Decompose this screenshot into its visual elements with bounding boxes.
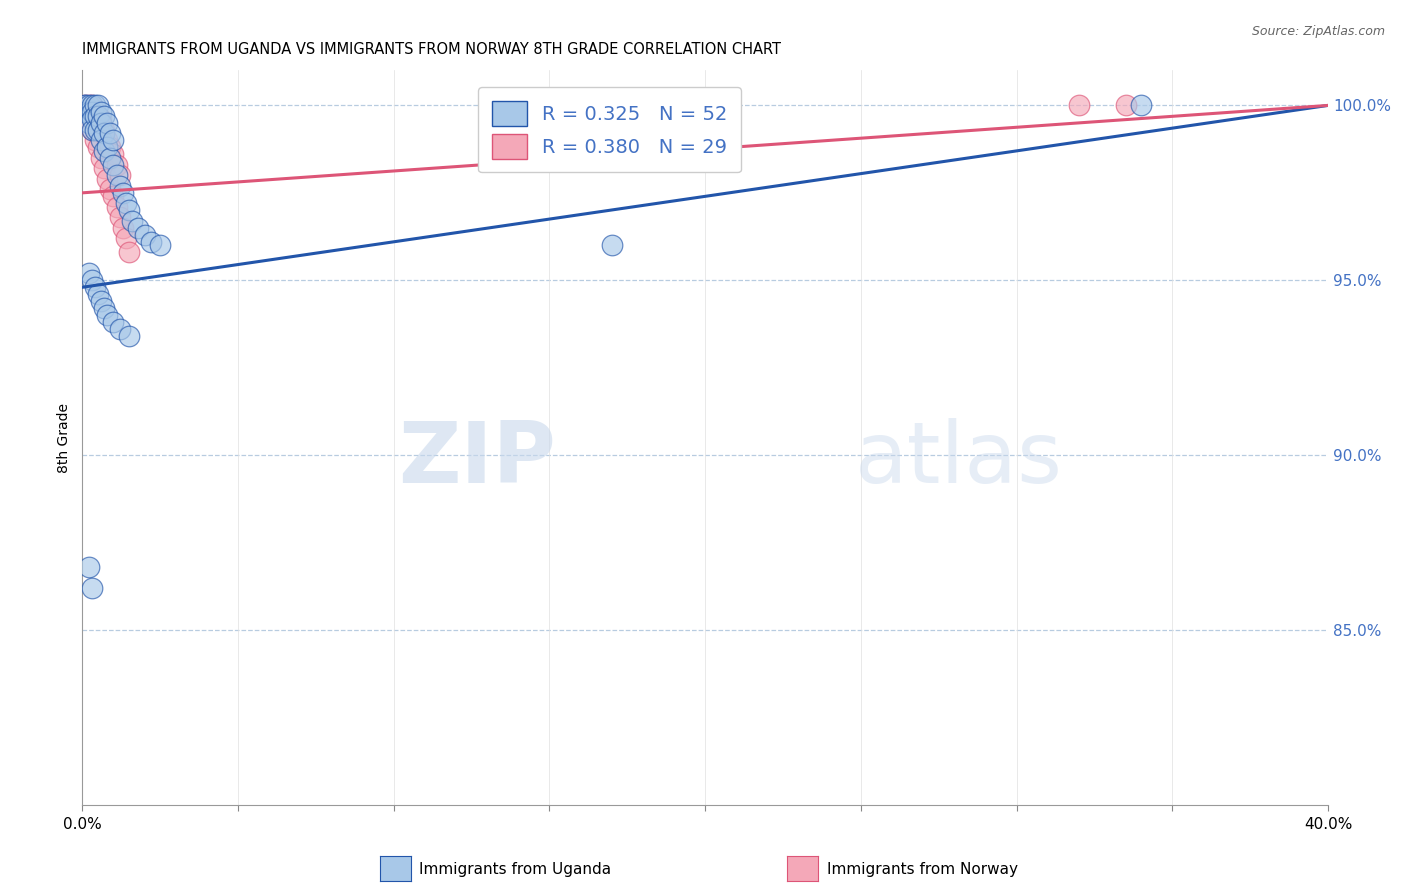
Point (83, 123, 105, 137)
Point (75, 109, 97, 123)
Point (80, 123, 103, 137)
Point (90, 133, 112, 147)
Point (118, 245, 141, 260)
Point (103, 315, 125, 329)
Point (111, 186, 134, 200)
Point (134, 227, 156, 242)
Y-axis label: 8th Grade: 8th Grade (58, 402, 72, 473)
Point (80, 105, 103, 120)
Point (115, 196, 138, 211)
Point (93, 123, 115, 137)
Point (1130, 98, 1153, 112)
Point (118, 329, 141, 343)
Point (108, 211, 131, 225)
Point (96, 116, 118, 130)
Point (87, 109, 110, 123)
Point (75, 98, 97, 112)
Point (149, 238, 172, 252)
Point (93, 109, 115, 123)
Point (77, 116, 100, 130)
Text: IMMIGRANTS FROM UGANDA VS IMMIGRANTS FROM NORWAY 8TH GRADE CORRELATION CHART: IMMIGRANTS FROM UGANDA VS IMMIGRANTS FRO… (83, 42, 782, 57)
Point (98, 140, 121, 154)
Text: Immigrants from Uganda: Immigrants from Uganda (419, 863, 612, 877)
Point (93, 127, 115, 141)
Point (80, 112, 103, 127)
Point (75, 105, 97, 120)
Point (90, 105, 112, 120)
Point (80, 123, 103, 137)
Point (80, 581, 103, 595)
Point (108, 178, 131, 193)
Point (96, 172, 118, 186)
Point (103, 147, 125, 161)
Point (139, 235, 162, 249)
Point (96, 133, 118, 147)
Point (87, 98, 110, 112)
Point (1115, 98, 1137, 112)
Text: ZIP: ZIP (398, 418, 555, 501)
Point (80, 273, 103, 287)
Point (115, 231, 138, 245)
Point (90, 116, 112, 130)
Point (90, 151, 112, 165)
Point (90, 294, 112, 309)
Point (77, 98, 100, 112)
Point (108, 322, 131, 336)
Point (87, 109, 110, 123)
Point (118, 203, 141, 218)
Point (75, 98, 97, 112)
Point (77, 98, 100, 112)
Point (77, 266, 100, 280)
Point (75, 98, 97, 112)
Legend: R = 0.325   N = 52, R = 0.380   N = 29: R = 0.325 N = 52, R = 0.380 N = 29 (478, 87, 741, 172)
Point (87, 123, 110, 137)
Point (98, 182, 121, 196)
Point (98, 151, 121, 165)
Point (90, 112, 112, 127)
Point (80, 98, 103, 112)
Point (103, 189, 125, 203)
Point (83, 98, 105, 112)
Point (127, 220, 149, 235)
Point (83, 133, 105, 147)
Text: Immigrants from Norway: Immigrants from Norway (827, 863, 1018, 877)
Point (121, 214, 143, 228)
Point (93, 301, 115, 316)
Point (1067, 98, 1090, 112)
Point (600, 238, 623, 252)
Point (83, 105, 105, 120)
Point (108, 169, 131, 183)
Point (105, 158, 128, 172)
Point (77, 105, 100, 120)
Point (77, 116, 100, 130)
Point (111, 220, 134, 235)
Point (103, 158, 125, 172)
Point (83, 280, 105, 294)
Text: Source: ZipAtlas.com: Source: ZipAtlas.com (1251, 25, 1385, 38)
Point (96, 308, 118, 322)
Point (87, 140, 110, 154)
Point (87, 287, 110, 301)
Point (103, 133, 125, 147)
Point (105, 169, 128, 183)
Text: atlas: atlas (855, 418, 1063, 501)
Point (83, 109, 105, 123)
Point (96, 140, 118, 154)
Point (98, 127, 121, 141)
Point (80, 98, 103, 112)
Point (105, 200, 128, 214)
Point (93, 161, 115, 176)
Point (77, 560, 100, 574)
Point (93, 144, 115, 158)
